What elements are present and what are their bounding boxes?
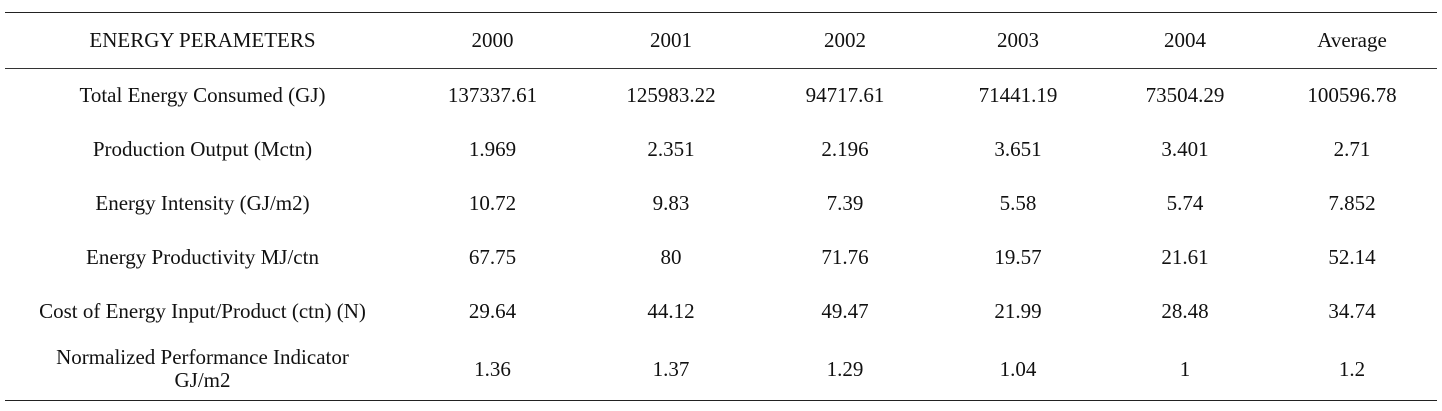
- table-cell: 5.58: [999, 190, 1037, 215]
- table-cell: 67.75: [468, 244, 517, 269]
- table-row: Energy Intensity (GJ/m2) 10.72 9.83 7.39…: [5, 176, 1437, 230]
- table-cell: 44.12: [647, 298, 695, 323]
- row-label: Cost of Energy Input/Product (ctn) (N): [39, 298, 366, 323]
- energy-parameters-table: ENERGY PERAMETERS 2000 2001 2002 2003 20…: [5, 13, 1437, 400]
- table-cell: 28.48: [1161, 298, 1209, 323]
- table-cell: 34.74: [1328, 298, 1376, 323]
- table-cell: 80: [660, 244, 682, 269]
- row-label: Production Output (Mctn): [92, 136, 313, 161]
- table-cell: 7.852: [1328, 190, 1376, 215]
- table-cell: 2.351: [647, 136, 695, 161]
- table-cell: 10.72: [468, 190, 517, 215]
- table-cell: 2.71: [1333, 136, 1371, 161]
- table-row: Cost of Energy Input/Product (ctn) (N) 2…: [5, 284, 1437, 338]
- table-cell: 9.83: [652, 190, 690, 215]
- header-2001: 2001: [585, 13, 757, 69]
- row-label: Energy Productivity MJ/ctn: [86, 244, 319, 269]
- table-cell: 71441.19: [978, 82, 1058, 107]
- table-cell: 125983.22: [626, 82, 716, 107]
- table-cell: 1.969: [468, 136, 517, 161]
- header-average: Average: [1267, 13, 1437, 69]
- table-cell: 1.2: [1338, 356, 1366, 381]
- table-cell: 1.29: [826, 356, 864, 381]
- header-2004: 2004: [1103, 13, 1267, 69]
- header-2003: 2003: [933, 13, 1103, 69]
- table-cell: 94717.61: [805, 82, 885, 107]
- row-label: Total Energy Consumed (GJ): [79, 82, 326, 107]
- row-label: Energy Intensity (GJ/m2): [95, 190, 310, 215]
- table-cell: 52.14: [1328, 244, 1376, 269]
- table-row: Production Output (Mctn) 1.969 2.351 2.1…: [5, 122, 1437, 176]
- table-cell: 3.401: [1161, 136, 1209, 161]
- row-label: Normalized Performance Indicator GJ/m2: [5, 338, 400, 400]
- table-cell: 71.76: [821, 244, 869, 269]
- table-cell: 7.39: [826, 190, 864, 215]
- table-header-row: ENERGY PERAMETERS 2000 2001 2002 2003 20…: [5, 13, 1437, 69]
- row-label-line-1: Normalized Performance Indicator: [56, 345, 349, 369]
- table-cell: 100596.78: [1307, 82, 1397, 107]
- table-cell: 1.37: [652, 356, 690, 381]
- table-row: Energy Productivity MJ/ctn 67.75 80 71.7…: [5, 230, 1437, 284]
- table-row: Normalized Performance Indicator GJ/m2 1…: [5, 338, 1437, 400]
- energy-parameters-table-container: ENERGY PERAMETERS 2000 2001 2002 2003 20…: [5, 12, 1437, 401]
- table-cell: 1.36: [474, 356, 511, 381]
- table-cell: 3.651: [994, 136, 1042, 161]
- header-2000: 2000: [400, 13, 585, 69]
- table-cell: 137337.61: [447, 82, 538, 107]
- header-energy-parameters: ENERGY PERAMETERS: [5, 13, 400, 69]
- table-row: Total Energy Consumed (GJ) 137337.61 125…: [5, 68, 1437, 122]
- table-cell: 73504.29: [1145, 82, 1225, 107]
- table-cell: 49.47: [821, 298, 869, 323]
- table-cell: 21.61: [1161, 244, 1209, 269]
- table-cell: 1: [1179, 356, 1191, 381]
- row-label-line-2: GJ/m2: [174, 368, 231, 392]
- table-cell: 21.99: [994, 298, 1042, 323]
- header-2002: 2002: [757, 13, 933, 69]
- table-cell: 1.04: [999, 356, 1037, 381]
- table-cell: 2.196: [821, 136, 869, 161]
- table-cell: 5.74: [1166, 190, 1204, 215]
- table-cell: 29.64: [468, 298, 517, 323]
- table-cell: 19.57: [994, 244, 1042, 269]
